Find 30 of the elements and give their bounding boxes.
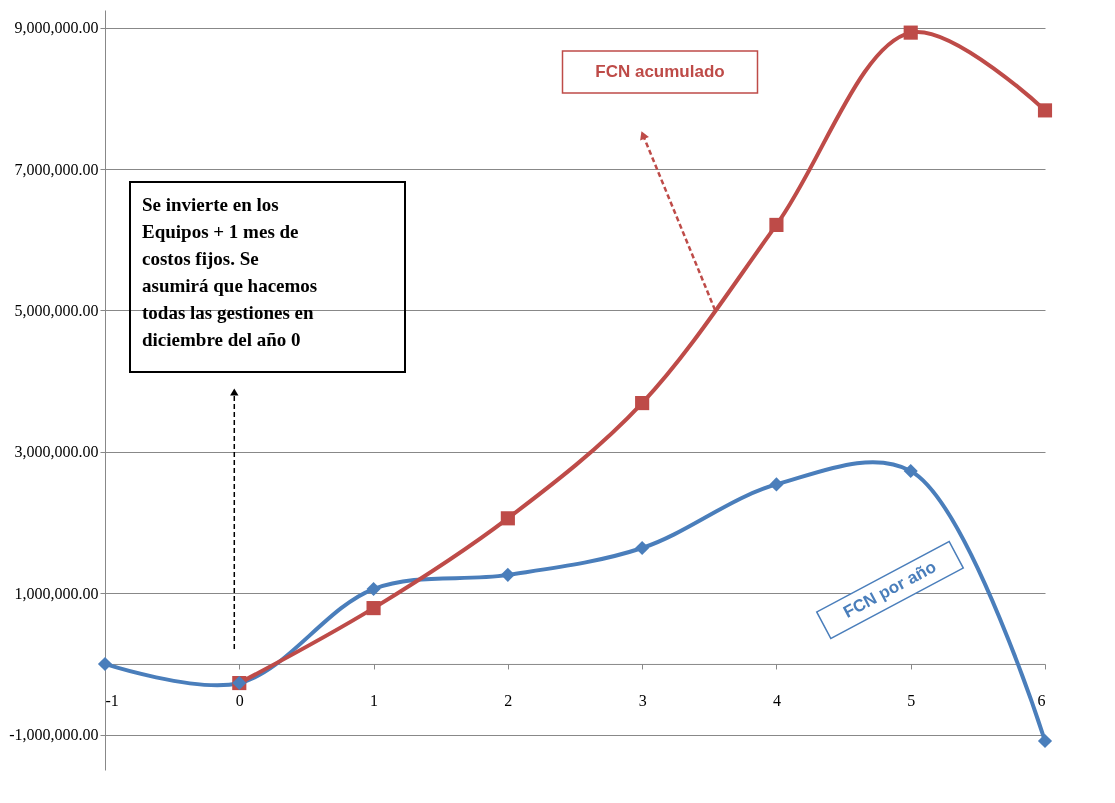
point — [903, 463, 918, 479]
point — [769, 217, 784, 232]
text: FCN acumulado — [595, 62, 725, 81]
annotation: Se invierte en los Equipos + 1 mes de costos fijos. Se asumirá que hacemos todas las gestiones en diciembre del año 0 — [142, 194, 318, 350]
y-tick-label: 5,000,000.00 — [14, 301, 99, 319]
point — [1037, 103, 1053, 118]
point — [635, 396, 650, 411]
x-tick-label: 6 — [1037, 692, 1046, 710]
point — [366, 581, 381, 597]
x-tick-label: 3 — [638, 692, 647, 710]
point — [366, 601, 381, 616]
x-tick-label: 0 — [235, 692, 244, 710]
x-tick-label: 2 — [504, 692, 513, 710]
point — [500, 567, 515, 582]
point — [903, 25, 918, 40]
point — [769, 477, 784, 492]
x-tick-label: 4 — [772, 692, 781, 710]
point — [97, 656, 113, 672]
y-tick-label: -1,000,000.00 — [9, 726, 99, 744]
point — [500, 511, 515, 526]
x-tick-label: -1 — [105, 692, 119, 710]
y-tick-label: 9,000,000.00 — [14, 19, 99, 37]
point — [635, 540, 650, 556]
y-tick-label: 7,000,000.00 — [14, 160, 99, 178]
y-tick-label: 1,000,000.00 — [14, 584, 99, 602]
point — [1037, 733, 1053, 749]
x-tick-label: 5 — [907, 692, 916, 710]
y-tick-label: 3,000,000.00 — [14, 443, 99, 461]
x-tick-label: 1 — [370, 692, 379, 710]
text: FCN por año — [840, 557, 940, 622]
